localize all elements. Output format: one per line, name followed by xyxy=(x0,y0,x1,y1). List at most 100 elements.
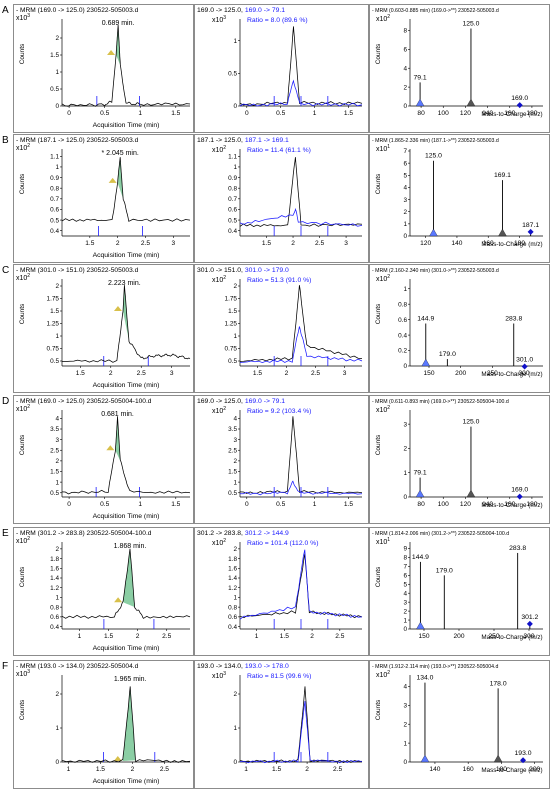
x-tick-label: 3 xyxy=(344,240,348,247)
figure-row-c: C- MRM (301.0 -> 151.0) 230522-505003.dx… xyxy=(2,264,550,393)
exponent-power: 2 xyxy=(387,274,390,280)
integration-area xyxy=(113,306,122,311)
x-tick-label: 2 xyxy=(310,633,314,640)
x-tick-label: 2 xyxy=(305,766,309,773)
x-tick-label: 2 xyxy=(291,240,295,247)
x-tick-label: 160 xyxy=(463,766,474,773)
row-letter: C xyxy=(2,265,9,276)
peak-mz-label: 144.9 xyxy=(412,554,429,561)
y-tick-label: 1 xyxy=(233,479,237,486)
y-tick-label: 1.4 xyxy=(228,575,237,582)
x-tick-label: 1 xyxy=(138,110,142,117)
qual-transition: 187.1 -> 169.1 xyxy=(245,137,289,144)
ratio-value: Ratio = 81.5 (99.6 %) xyxy=(247,673,311,680)
y-tick-label: 1 xyxy=(55,333,59,340)
ratio-panel xyxy=(194,527,369,656)
y-tick-label: 2 xyxy=(233,458,237,465)
precursor-marker xyxy=(421,358,431,367)
x-tick-label: 150 xyxy=(423,370,434,377)
y-tick-label: 2 xyxy=(55,546,59,553)
y-tick-label: 1 xyxy=(403,617,407,624)
y-tick-label: 2 xyxy=(55,35,59,42)
exponent-label: x102 xyxy=(376,670,390,679)
y-axis-label: Counts xyxy=(19,434,26,455)
x-tick-label: 1 xyxy=(313,501,317,508)
x-tick-label: 3 xyxy=(171,240,175,247)
y-tick-label: 1 xyxy=(403,221,407,228)
y-tick-label: 2 xyxy=(233,546,237,553)
x-tick-label: 120 xyxy=(460,501,471,508)
row-letter: A xyxy=(2,5,9,16)
y-tick-label: 1.5 xyxy=(50,52,59,59)
y-axis-label: Counts xyxy=(375,566,382,587)
x-tick-label: 120 xyxy=(460,110,471,117)
y-tick-label: 0.4 xyxy=(228,624,237,631)
x-tick-label: 1.5 xyxy=(85,240,94,247)
y-tick-label: 2 xyxy=(233,283,237,290)
y-tick-label: 1.2 xyxy=(228,585,237,592)
ratio-value: Ratio = 8.0 (89.6 %) xyxy=(247,17,308,24)
exponent-power: 2 xyxy=(27,273,30,279)
exponent-label: x102 xyxy=(376,405,390,414)
integration-area xyxy=(108,177,117,183)
y-tick-label: 0 xyxy=(55,759,59,766)
peak-time-label: 0.681 min. xyxy=(101,411,134,418)
spectrum-title: - MRM (1.814-2.006 min) (301.2->**) 2305… xyxy=(372,531,509,537)
y-tick-label: 0 xyxy=(403,103,407,110)
exponent-power: 2 xyxy=(387,405,390,411)
y-axis-label: Counts xyxy=(19,173,26,194)
chromatogram-panel xyxy=(13,264,194,393)
y-tick-label: 3 xyxy=(403,703,407,710)
row-letter: E xyxy=(2,528,9,539)
x-tick-label: 250 xyxy=(488,633,499,640)
y-tick-label: 5 xyxy=(403,172,407,179)
chromatogram-panel xyxy=(13,527,194,656)
y-tick-label: 0.4 xyxy=(398,332,407,339)
peak-mz-label: 178.0 xyxy=(490,680,507,687)
y-tick-label: 0.6 xyxy=(228,614,237,621)
y-tick-label: 0.5 xyxy=(228,490,237,497)
product-marker xyxy=(516,493,523,500)
x-tick-label: 0.5 xyxy=(100,110,109,117)
x-tick-label: 180 xyxy=(514,240,525,247)
precursor-marker xyxy=(415,98,425,107)
chrom-title: - MRM (169.0 -> 125.0) 230522-505004-100… xyxy=(16,398,152,405)
x-tick-label: 0.5 xyxy=(276,110,285,117)
x-tick-label: 2.5 xyxy=(311,370,320,377)
exponent-power: 2 xyxy=(387,14,390,20)
exponent-base: x10 xyxy=(376,539,387,546)
peak-mz-label: 144.9 xyxy=(417,316,434,323)
peak-area xyxy=(116,26,121,66)
y-tick-label: 0 xyxy=(403,494,407,501)
exponent-base: x10 xyxy=(212,673,223,680)
x-tick-label: 0 xyxy=(67,501,71,508)
quantifier-trace xyxy=(61,686,191,763)
x-axis-label: Acquisition Time (min) xyxy=(93,645,160,652)
chromatogram-panel xyxy=(13,4,194,133)
row-letter: B xyxy=(2,135,9,146)
y-axis-label: Counts xyxy=(19,43,26,64)
x-tick-label: 2 xyxy=(131,766,135,773)
y-axis-label: Counts xyxy=(375,699,382,720)
y-axis-label: Counts xyxy=(375,43,382,64)
exponent-base: x10 xyxy=(16,275,27,282)
ratio-value: Ratio = 9.2 (103.4 %) xyxy=(247,408,311,415)
x-tick-label: 3 xyxy=(170,370,174,377)
y-tick-label: 0.5 xyxy=(228,358,237,365)
x-tick-label: 1 xyxy=(255,633,259,640)
y-tick-label: 1.5 xyxy=(228,469,237,476)
exponent-label: x103 xyxy=(16,669,30,678)
spectrum-panel xyxy=(369,660,550,789)
quantifier-trace xyxy=(239,285,363,362)
x-tick-label: 180 xyxy=(526,110,537,117)
qualifier-trace xyxy=(239,480,363,496)
peak-mz-label: 301.2 xyxy=(521,614,538,621)
x-axis-label: Mass-to-Charge (m/z) xyxy=(481,502,542,509)
y-tick-label: 0.6 xyxy=(398,317,407,324)
spectrum-title: - MRM (0.611-0.893 min) (169.0->**) 2305… xyxy=(372,399,509,405)
y-tick-label: 0.8 xyxy=(228,185,237,192)
y-tick-label: 1 xyxy=(55,164,59,171)
y-tick-label: 0.8 xyxy=(50,604,59,611)
y-tick-label: 4 xyxy=(55,416,59,423)
x-tick-label: 0.5 xyxy=(276,501,285,508)
